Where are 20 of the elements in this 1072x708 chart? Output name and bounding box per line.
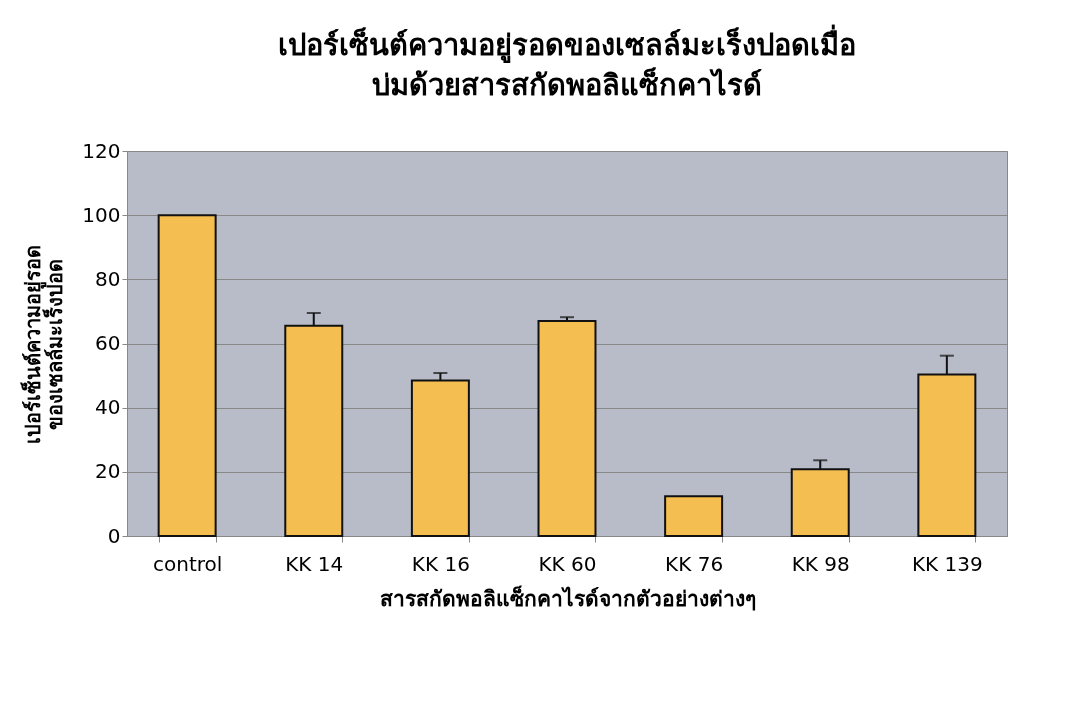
bar — [157, 214, 217, 537]
y-axis-title: เปอร์เซ็นต์ความอยู่รอด ของเซลล์มะเร็งปอด — [20, 244, 68, 444]
x-tick-label: KK 139 — [911, 551, 983, 576]
y-tick-label: 40 — [95, 395, 121, 420]
x-axis-title: สารสกัดพอลิแซ็กคาไรด์จากตัวอย่างต่างๆ — [379, 584, 756, 611]
x-tick-label: control — [152, 551, 223, 576]
bar — [664, 495, 724, 537]
y-tick-label: 80 — [95, 266, 121, 291]
chart-title: เปอร์เซ็นต์ความอยู่รอดของเซลล์มะเร็งปอดเมื่อ บ่มด้วยสารสกัดพอลิแซ็กคาไรด์ — [278, 24, 856, 102]
y-tick-label: 0 — [107, 523, 121, 548]
y-tick-label: 120 — [82, 138, 121, 163]
x-tick-label: KK 16 — [411, 551, 470, 576]
y-tick-label: 20 — [95, 459, 121, 484]
y-tick-label: 60 — [95, 331, 121, 355]
y-tick-label: 100 — [82, 202, 121, 227]
x-tick-label: KK 60 — [538, 551, 597, 576]
bar — [537, 320, 597, 537]
x-tick-label: KK 76 — [665, 551, 724, 576]
x-tick-label: KK 98 — [791, 551, 850, 576]
x-tick-label: KK 14 — [285, 551, 344, 576]
